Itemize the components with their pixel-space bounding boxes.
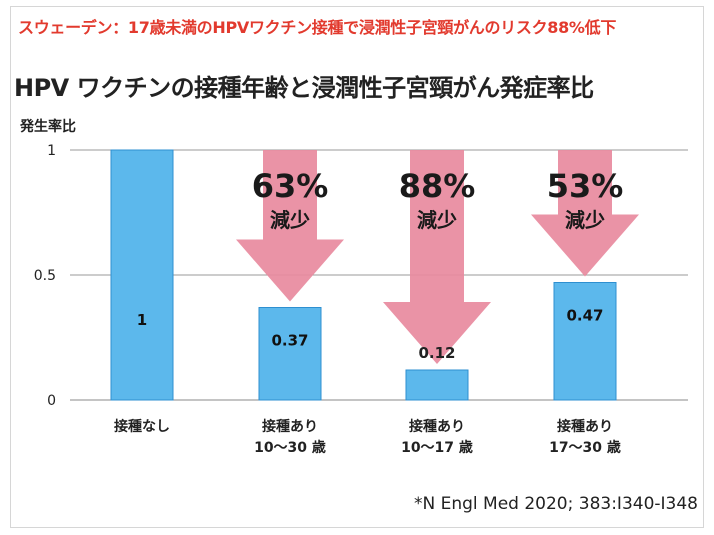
reduction-arrow <box>531 150 639 277</box>
y-axis-label: 発生率比 <box>20 119 76 135</box>
bar <box>258 307 322 401</box>
reduction-percent: 53% <box>547 167 624 205</box>
x-category-label: 接種あり <box>409 418 465 435</box>
x-category-label: 10〜17 歳 <box>401 439 473 456</box>
reduction-percent: 88% <box>399 167 476 205</box>
reduction-label: 減少 <box>270 208 310 232</box>
chart-frame <box>10 6 704 528</box>
bar <box>553 282 617 401</box>
source-citation: *N Engl Med 2020; 383:I340-I348 <box>413 494 698 514</box>
x-category-label: 17〜30 歳 <box>549 439 621 456</box>
data-label: 1 <box>137 311 147 329</box>
data-label: 0.12 <box>418 344 455 362</box>
y-tick-label: 0 <box>47 393 56 409</box>
x-category-label: 接種あり <box>262 418 318 435</box>
bar <box>405 369 469 401</box>
reduction-arrow <box>383 150 491 364</box>
reduction-label: 減少 <box>565 208 605 232</box>
x-category-label: 接種あり <box>557 418 613 435</box>
bar <box>110 149 174 401</box>
data-label: 0.37 <box>271 332 308 350</box>
reduction-arrow <box>236 150 344 302</box>
reduction-percent: 63% <box>252 167 329 205</box>
y-tick-label: 1 <box>47 143 56 159</box>
headline: スウェーデン：17歳未満のHPVワクチン接種で浸潤性子宮頸がんのリスク88%低下 <box>18 18 617 37</box>
x-category-label: 接種なし <box>114 418 170 435</box>
y-tick-label: 0.5 <box>34 268 56 284</box>
reduction-label: 減少 <box>417 208 457 232</box>
x-category-label: 10〜30 歳 <box>254 439 326 456</box>
chart-title: HPV ワクチンの接種年齢と浸潤性子宮頸がん発症率比 <box>14 74 594 102</box>
data-label: 0.47 <box>566 307 603 325</box>
